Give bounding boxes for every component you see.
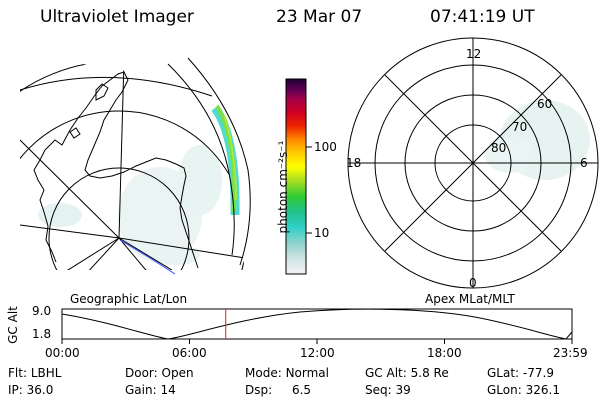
- glon-value: 326.1: [525, 383, 560, 397]
- status-ip: IP: 36.0: [8, 383, 54, 397]
- geo-panel-label: Geographic Lat/Lon: [70, 292, 188, 306]
- mlat-label-70: 70: [512, 120, 528, 134]
- mlt-label-12: 12: [466, 47, 482, 61]
- status-filter: Flt: LBHL: [8, 366, 62, 380]
- colorbar-tick-100: 100: [314, 140, 337, 154]
- status-door: Door: Open: [125, 366, 194, 380]
- time-tick-0000: 00:00: [45, 346, 80, 360]
- observation-date: 23 Mar 07: [276, 7, 363, 27]
- time-tick-2359: 23:59: [553, 346, 588, 360]
- mlat-label-60: 60: [537, 97, 553, 111]
- door-value: Open: [161, 366, 194, 380]
- polar-panel-label: Apex MLat/MLT: [425, 292, 515, 306]
- gc-alt-value: 5.8 Re: [410, 366, 449, 380]
- filter-value: LBHL: [30, 366, 62, 380]
- time-tick-1800: 18:00: [427, 346, 462, 360]
- altitude-strip: [61, 308, 573, 344]
- altitude-tick-high: 9.0: [32, 304, 52, 318]
- status-glat: GLat: -77.9: [487, 366, 554, 380]
- glat-value: -77.9: [522, 366, 554, 380]
- gain-value: 14: [160, 383, 176, 397]
- mlt-label-6: 6: [580, 156, 588, 170]
- time-tick-0600: 06:00: [172, 346, 207, 360]
- coastline: [44, 71, 199, 269]
- colorbar-unit-label: photon cm⁻²s⁻¹: [276, 140, 290, 234]
- mlt-label-18: 18: [346, 156, 362, 170]
- observation-time: 07:41:19 UT: [430, 7, 535, 27]
- satellite-track: [119, 239, 176, 275]
- ip-value: 36.0: [26, 383, 54, 397]
- dsp-value: 6.5: [291, 383, 312, 397]
- polar-plot: [347, 37, 599, 289]
- seq-value: 39: [395, 383, 411, 397]
- status-gain: Gain: 14: [125, 383, 176, 397]
- status-dsp: Dsp: 6.5: [245, 383, 312, 397]
- colorbar-tick-10: 10: [314, 226, 330, 240]
- altitude-axis-label: GC Alt: [6, 306, 20, 344]
- mode-value: Normal: [285, 366, 329, 380]
- mlat-label-80: 80: [491, 141, 507, 155]
- status-gc-alt: GC Alt: 5.8 Re: [365, 366, 449, 380]
- instrument-title: Ultraviolet Imager: [40, 7, 194, 27]
- altitude-tick-low: 1.8: [32, 327, 52, 341]
- altitude-curve: [61, 308, 573, 340]
- time-tick-1200: 12:00: [300, 346, 335, 360]
- status-seq: Seq: 39: [365, 383, 411, 397]
- color-scale-bar: [285, 78, 307, 275]
- status-mode: Mode: Normal: [245, 366, 329, 380]
- mlt-label-0: 0: [469, 276, 477, 290]
- status-glon: GLon: 326.1: [487, 383, 560, 397]
- geographic-map: [19, 57, 251, 275]
